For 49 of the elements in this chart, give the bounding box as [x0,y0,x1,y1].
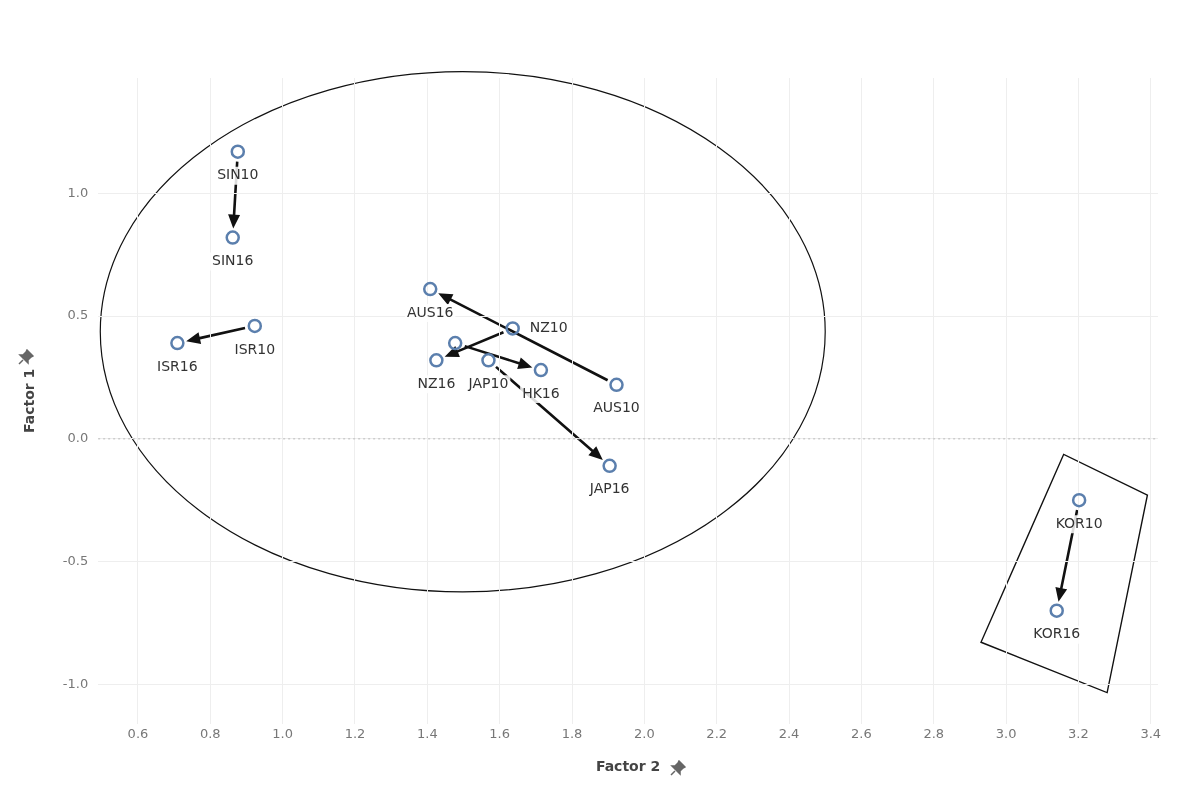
annotation: KOR16 [1033,625,1081,642]
annotation: ISR16 [157,357,198,374]
annotation: JAP10 [467,374,509,391]
x-tick-label: 2.0 [634,725,655,741]
point [1071,492,1087,508]
point [533,362,549,378]
annotation: SIN16 [212,252,254,269]
annotation: HK16 [522,384,560,401]
point [247,318,263,334]
annotation: JAP16 [588,480,630,497]
x-tick-label: 1.6 [489,725,511,741]
point [230,144,246,159]
x-tick-label: 2.8 [923,725,945,741]
y-tick-label: 1.0 [67,184,89,200]
point [429,353,444,368]
x-tick-label: 2.2 [706,725,728,741]
point [422,281,438,297]
x-tick-label: 1.0 [272,725,293,741]
annotation: SIN10 [217,166,259,183]
x-tick-label: 1.2 [344,725,366,741]
x-tick-label: 0.6 [127,725,149,741]
annotation: NZ16 [417,374,456,391]
x-tick-label: 1.8 [561,725,583,741]
x-tick-label: 1.4 [416,725,438,741]
point [602,458,617,474]
annotation: ISR10 [234,340,276,357]
point [609,377,624,393]
x-tick-label: 3.0 [995,725,1017,741]
point [225,230,240,245]
x-tick-label: 3.2 [1068,725,1089,741]
y-tick-label: -1.0 [62,675,89,691]
point [170,335,185,351]
x-tick-label: 3.4 [1140,725,1162,741]
point [1049,603,1064,618]
x-tick-label: 0.8 [199,725,221,741]
x-tick-label: 2.4 [778,725,800,741]
annotation: KOR10 [1055,514,1103,531]
x-axis-title: Factor 2 [595,758,661,775]
annotation: AUS16 [406,303,454,320]
point [447,335,463,351]
annotation: AUS10 [593,399,640,416]
annotation: NZ10 [529,319,568,336]
y-tick-label: 0.5 [67,307,89,323]
y-tick-label: 0.0 [67,430,89,446]
point [505,321,520,336]
point [481,353,496,368]
y-axis-title: Factor 1 [21,368,38,433]
x-tick-label: 2.6 [851,725,872,741]
y-tick-label: -0.5 [62,552,89,568]
